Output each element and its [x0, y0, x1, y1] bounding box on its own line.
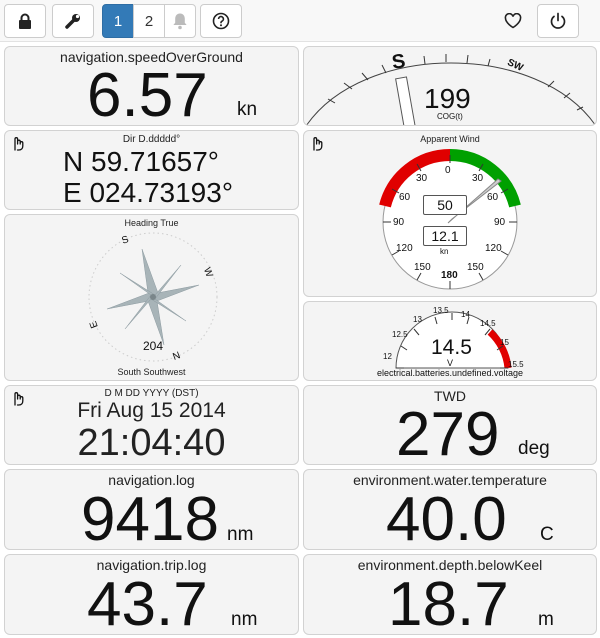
sog-unit: kn: [237, 99, 258, 120]
voltage-title: electrical.batteries.undefined.voltage: [376, 368, 524, 378]
hand-pointer-icon[interactable]: [310, 135, 324, 151]
wind-label-60-port: 60: [399, 192, 411, 203]
wind-label-150-stbd: 150: [467, 262, 484, 273]
voltage-tick-14: 14: [461, 310, 470, 319]
heart-icon: [504, 13, 522, 29]
trip-log-widget[interactable]: navigation.trip.log 43.7 nm: [4, 554, 299, 635]
voltage-gauge: [395, 311, 512, 369]
water-temp-unit: C: [540, 524, 554, 545]
page-2-button[interactable]: 2: [133, 4, 165, 38]
log-unit: nm: [227, 524, 254, 545]
cog-value: 199: [424, 83, 471, 114]
voltage-tick-15: 15: [500, 338, 509, 347]
page-2-label: 2: [144, 12, 154, 30]
cog-compass-dial: [306, 54, 596, 125]
wind-label-30-port: 30: [416, 173, 428, 184]
wind-speed-unit: kn: [440, 247, 449, 256]
depth-widget[interactable]: environment.depth.belowKeel 18.7 m: [303, 554, 597, 635]
wind-label-60-stbd: 60: [487, 192, 499, 203]
alarm-button[interactable]: [164, 4, 196, 38]
water-temp-widget[interactable]: environment.water.temperature 40.0 C: [303, 469, 597, 550]
wind-label-0: 0: [445, 165, 451, 176]
wind-speed-box: 12.1: [423, 226, 467, 246]
page-1-label: 1: [113, 12, 123, 30]
settings-button[interactable]: [52, 4, 94, 38]
wind-label-120-port: 120: [396, 243, 413, 254]
wind-label-30-stbd: 30: [472, 173, 484, 184]
voltage-tick-12: 12: [383, 352, 392, 361]
longitude-value: E 024.73193°: [63, 177, 234, 208]
voltage-tick-13-5: 13.5: [433, 306, 449, 315]
power-button[interactable]: [537, 4, 579, 38]
apparent-wind-widget[interactable]: Apparent Wind 0 30 30 60 60 90 90 120 12…: [303, 130, 597, 297]
wind-label-150-port: 150: [414, 262, 431, 273]
depth-unit: m: [538, 609, 554, 630]
log-widget[interactable]: navigation.log 9418 nm: [4, 469, 299, 550]
hand-pointer-icon[interactable]: [11, 135, 25, 151]
trip-unit: nm: [231, 609, 258, 630]
heading-compass-rose: [88, 232, 218, 362]
depth-title: environment.depth.belowKeel: [357, 557, 543, 573]
datetime-widget[interactable]: D M DD YYYY (DST) Fri Aug 15 2014 21:04:…: [4, 385, 299, 465]
voltage-value: 14.5: [431, 336, 472, 359]
help-button[interactable]: [200, 4, 242, 38]
cog-widget[interactable]: S SW 199 COG(t): [303, 46, 597, 126]
favorite-button[interactable]: [492, 4, 534, 38]
sog-value: 6.57: [87, 61, 208, 126]
voltage-tick-14-5: 14.5: [480, 319, 496, 328]
trip-title: navigation.trip.log: [96, 557, 207, 573]
heading-value: 204: [143, 339, 164, 353]
cog-label: COG(t): [437, 112, 463, 121]
lock-icon: [19, 13, 31, 29]
page-1-button[interactable]: 1: [102, 4, 134, 38]
wind-label-120-stbd: 120: [485, 243, 502, 254]
hand-pointer-icon[interactable]: [11, 390, 25, 406]
voltage-unit: V: [447, 358, 454, 368]
help-icon: [212, 12, 230, 30]
wind-dial: [379, 149, 521, 290]
depth-value: 18.7: [388, 570, 509, 635]
log-title: navigation.log: [108, 472, 195, 488]
wind-label-90-port: 90: [393, 217, 405, 228]
twd-unit: deg: [518, 438, 550, 459]
power-icon: [550, 12, 566, 29]
voltage-widget[interactable]: 12 12.5 13 13.5 14 14.5 15 15.5 14.5 V e…: [303, 301, 597, 381]
twd-widget[interactable]: TWD 279 deg: [303, 385, 597, 465]
voltage-tick-12-5: 12.5: [392, 330, 408, 339]
toolbar: 1 2: [0, 0, 600, 42]
twd-title: TWD: [434, 388, 466, 404]
voltage-tick-13: 13: [413, 315, 422, 324]
water-temp-value: 40.0: [386, 485, 507, 550]
lock-button[interactable]: [4, 4, 46, 38]
wind-title: Apparent Wind: [420, 134, 480, 144]
time-value: 21:04:40: [77, 422, 226, 464]
twd-value: 279: [396, 400, 500, 465]
position-widget[interactable]: Dir D.ddddd° N 59.71657° E 024.73193°: [4, 130, 299, 210]
sog-widget[interactable]: navigation.speedOverGround 6.57 kn: [4, 46, 299, 126]
latitude-value: N 59.71657°: [63, 146, 219, 177]
heading-widget[interactable]: Heading True S W N E 204 South Southwest: [4, 214, 299, 381]
bell-icon: [173, 13, 187, 30]
voltage-tick-15-5: 15.5: [508, 360, 524, 369]
heading-subtitle: South Southwest: [117, 367, 186, 377]
wrench-icon: [65, 14, 80, 29]
date-value: Fri Aug 15 2014: [77, 399, 226, 422]
log-value: 9418: [81, 485, 219, 550]
datetime-title: D M DD YYYY (DST): [104, 388, 199, 399]
wind-label-180: 180: [441, 270, 458, 281]
sog-title: navigation.speedOverGround: [60, 49, 243, 65]
heading-title: Heading True: [124, 218, 179, 228]
wind-angle-box: 50: [423, 195, 467, 215]
wind-label-90-stbd: 90: [494, 217, 506, 228]
trip-value: 43.7: [87, 570, 208, 635]
water-temp-title: environment.water.temperature: [353, 472, 547, 488]
position-title: Dir D.ddddd°: [122, 134, 181, 145]
